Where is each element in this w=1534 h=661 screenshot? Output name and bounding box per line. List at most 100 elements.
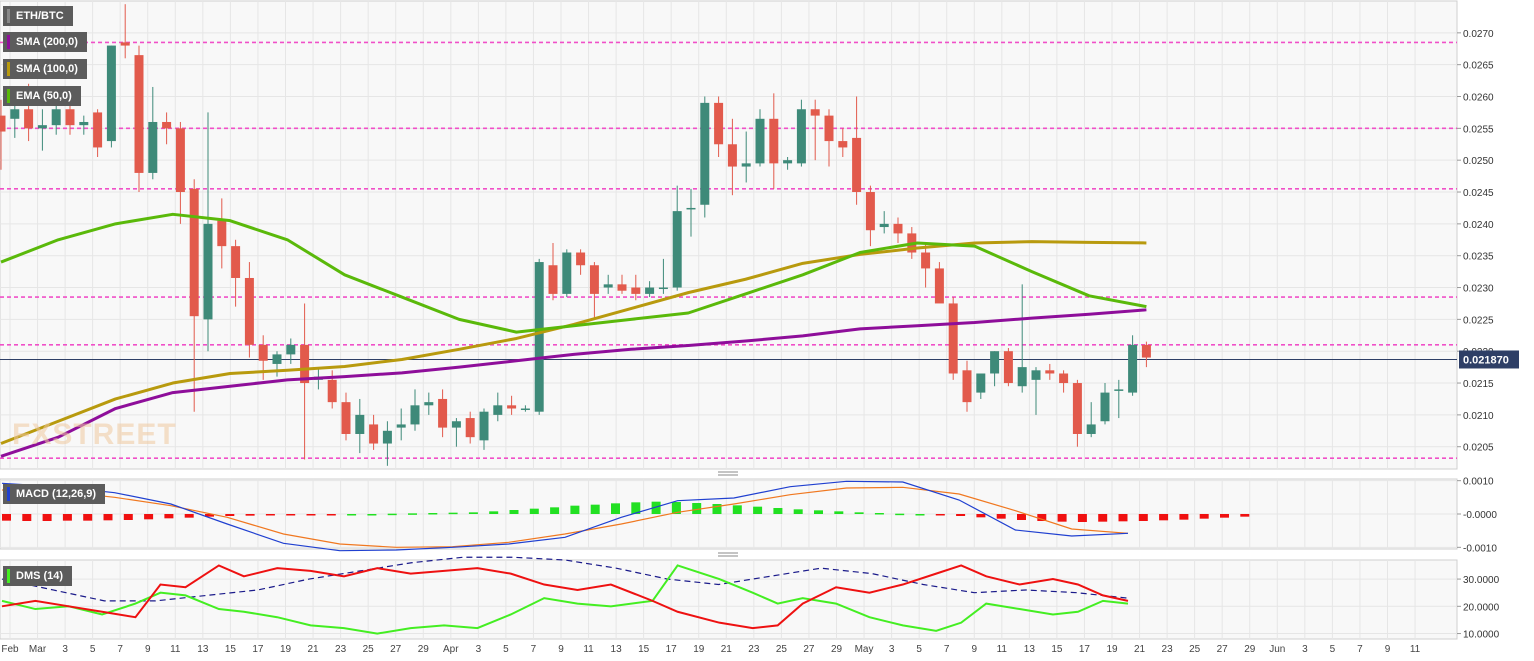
macd-hist-bar-up (732, 505, 742, 514)
dms-label: DMS (14) (16, 570, 64, 582)
macd-hist-bar-down (62, 514, 72, 521)
candle-down (617, 284, 627, 291)
y-tick-label: 0.0225 (1463, 315, 1494, 326)
current-price-tag (1459, 350, 1519, 369)
dms-tag[interactable]: DMS (14) (3, 566, 73, 586)
macd-hist-bar-up (895, 513, 905, 516)
candle-up (79, 121, 89, 126)
ema50-tag[interactable]: EMA (50,0) (3, 86, 81, 106)
candle-down (810, 109, 820, 116)
x-tick-label: 7 (117, 644, 123, 655)
candle-up (355, 414, 365, 434)
ema50-line (0, 212, 1147, 334)
macd-hist-bar-down (205, 514, 214, 517)
pair-tag[interactable]: ETH/BTC (3, 6, 73, 26)
macd-hist-bar-up (387, 513, 397, 516)
x-tick-label: 15 (638, 644, 650, 655)
y-tick-label: 0.0215 (1463, 379, 1494, 390)
macd-hist-bar-up (651, 501, 661, 514)
y-tick-label: 0.0240 (1463, 220, 1494, 231)
candle-up (410, 405, 420, 425)
candle-up (106, 45, 116, 142)
x-tick-label: 23 (1162, 644, 1174, 655)
x-tick-label: 13 (197, 644, 209, 655)
candle-up (686, 207, 696, 210)
sma200-tag[interactable]: SMA (200,0) (3, 32, 87, 52)
x-tick-label: 27 (803, 644, 815, 655)
macd-y-tick-label: -0.0010 (1463, 543, 1497, 554)
candle-down (120, 42, 130, 46)
candle-up (603, 284, 613, 288)
macd-hist-bar-down (326, 514, 336, 516)
macd-hist-bar-up (570, 505, 580, 514)
macd-hist-bar-down (956, 514, 966, 516)
x-tick-label: 5 (90, 644, 96, 655)
x-tick-label: 13 (1024, 644, 1036, 655)
candle-down (369, 424, 379, 444)
candle-down (134, 55, 144, 173)
candle-up (451, 421, 461, 428)
macd-y-tick-label: 0.0010 (1463, 477, 1494, 488)
candles (0, 4, 1151, 466)
x-tick-label: 21 (721, 644, 733, 655)
candle-down (934, 268, 944, 304)
candle-down (576, 252, 586, 266)
candle-up (783, 160, 793, 164)
macd-hist-bar-down (103, 514, 113, 521)
candle-down (589, 265, 599, 294)
macd-y-tick-label: -0.0000 (1463, 510, 1497, 521)
macd-hist-bar-up (590, 504, 600, 514)
macd-signal-line (1, 486, 1129, 548)
macd-swatch (7, 487, 10, 501)
macd-hist-bar-up (509, 510, 519, 514)
candle-up (534, 262, 544, 412)
macd-hist-bar-down (1159, 514, 1169, 521)
candle-down (244, 277, 254, 345)
x-tick-label: 29 (1244, 644, 1256, 655)
candle-down (631, 287, 641, 294)
candle-down (175, 128, 185, 193)
candle-down (162, 121, 172, 129)
candle-down (714, 102, 724, 145)
candle-down (465, 418, 475, 438)
sma100-tag[interactable]: SMA (100,0) (3, 59, 87, 79)
macd-hist-bar-down (1077, 514, 1087, 522)
y-tick-label: 0.0245 (1463, 188, 1494, 199)
y-tick-label: 0.0270 (1463, 29, 1494, 40)
candle-down (327, 379, 337, 403)
ema50-swatch (7, 89, 10, 103)
x-tick-label: 21 (307, 644, 319, 655)
sma100-swatch (7, 62, 10, 76)
candle-down (438, 398, 448, 428)
x-tick-label: 11 (1410, 644, 1421, 655)
macd-tag[interactable]: MACD (12,26,9) (3, 484, 106, 504)
macd-hist-bar-down (976, 514, 986, 518)
x-tick-label: 29 (831, 644, 843, 655)
candle-up (1100, 392, 1110, 422)
candle-down (0, 115, 6, 132)
x-tick-label: 7 (1357, 644, 1363, 655)
watermark: FXSTREET (12, 418, 177, 451)
y-tick-label: 0.0205 (1463, 443, 1494, 454)
macd-hist-bar-down (1098, 514, 1108, 522)
candle-down (1059, 373, 1069, 384)
macd-line (1, 480, 1129, 552)
candle-up (493, 405, 503, 415)
x-tick-label: 17 (252, 644, 264, 655)
candle-up (51, 109, 61, 126)
x-tick-label: 15 (1051, 644, 1063, 655)
candle-up (879, 223, 889, 228)
candle-down (65, 109, 75, 126)
candle-up (10, 109, 20, 119)
x-tick-label: 7 (531, 644, 537, 655)
macd-hist-bar-up (915, 514, 925, 516)
candle-down (258, 344, 268, 361)
macd-hist-bar-down (1037, 514, 1047, 521)
x-tick-label: 27 (1217, 644, 1229, 655)
dms-y-tick-label: 20.0000 (1463, 602, 1500, 613)
candle-down (893, 223, 903, 234)
x-tick-label: May (855, 644, 874, 655)
x-tick-label: 11 (170, 644, 181, 655)
macd-hist-bar-down (83, 514, 93, 521)
